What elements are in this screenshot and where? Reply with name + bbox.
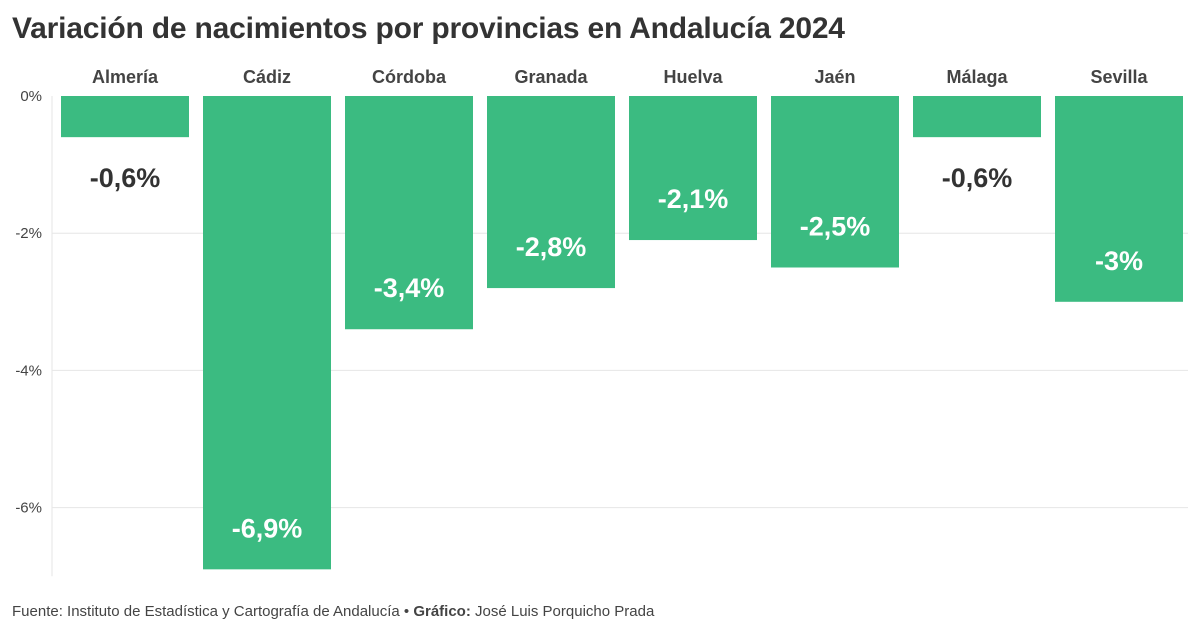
- bar-jaén: [771, 96, 899, 268]
- bar-almería: [61, 96, 189, 138]
- category-label: Córdoba: [372, 67, 447, 87]
- data-label: -0,6%: [90, 163, 161, 193]
- y-tick-label: -6%: [15, 500, 42, 517]
- category-label: Sevilla: [1090, 67, 1148, 87]
- category-label: Málaga: [946, 67, 1008, 87]
- data-label: -2,1%: [658, 184, 729, 214]
- chart-footer: Fuente: Instituto de Estadística y Carto…: [12, 603, 654, 620]
- data-label: -3%: [1095, 246, 1143, 276]
- bar-sevilla: [1055, 96, 1183, 302]
- data-label: -0,6%: [942, 163, 1013, 193]
- category-label: Cádiz: [243, 67, 291, 87]
- footer-separator: •: [399, 603, 414, 620]
- bar-cádiz: [203, 96, 331, 570]
- data-label: -3,4%: [374, 273, 445, 303]
- category-label: Huelva: [663, 67, 723, 87]
- y-tick-label: -2%: [15, 225, 42, 242]
- bar-córdoba: [345, 96, 473, 330]
- chart-title: Variación de nacimientos por provincias …: [12, 12, 845, 45]
- data-label: -2,8%: [516, 232, 587, 262]
- y-tick-label: 0%: [20, 88, 42, 105]
- data-label: -6,9%: [232, 513, 303, 543]
- bar-granada: [487, 96, 615, 289]
- category-label: Jaén: [814, 67, 855, 87]
- footer-credit-name: José Luis Porquicho Prada: [470, 603, 655, 620]
- data-label: -2,5%: [800, 212, 871, 242]
- bar-málaga: [913, 96, 1041, 138]
- category-label: Granada: [514, 67, 588, 87]
- footer-credit-label: Gráfico:: [413, 603, 471, 620]
- category-label: Almería: [92, 67, 159, 87]
- footer-source: Fuente: Instituto de Estadística y Carto…: [12, 603, 400, 620]
- bar-huelva: [629, 96, 757, 241]
- y-tick-label: -4%: [15, 362, 42, 379]
